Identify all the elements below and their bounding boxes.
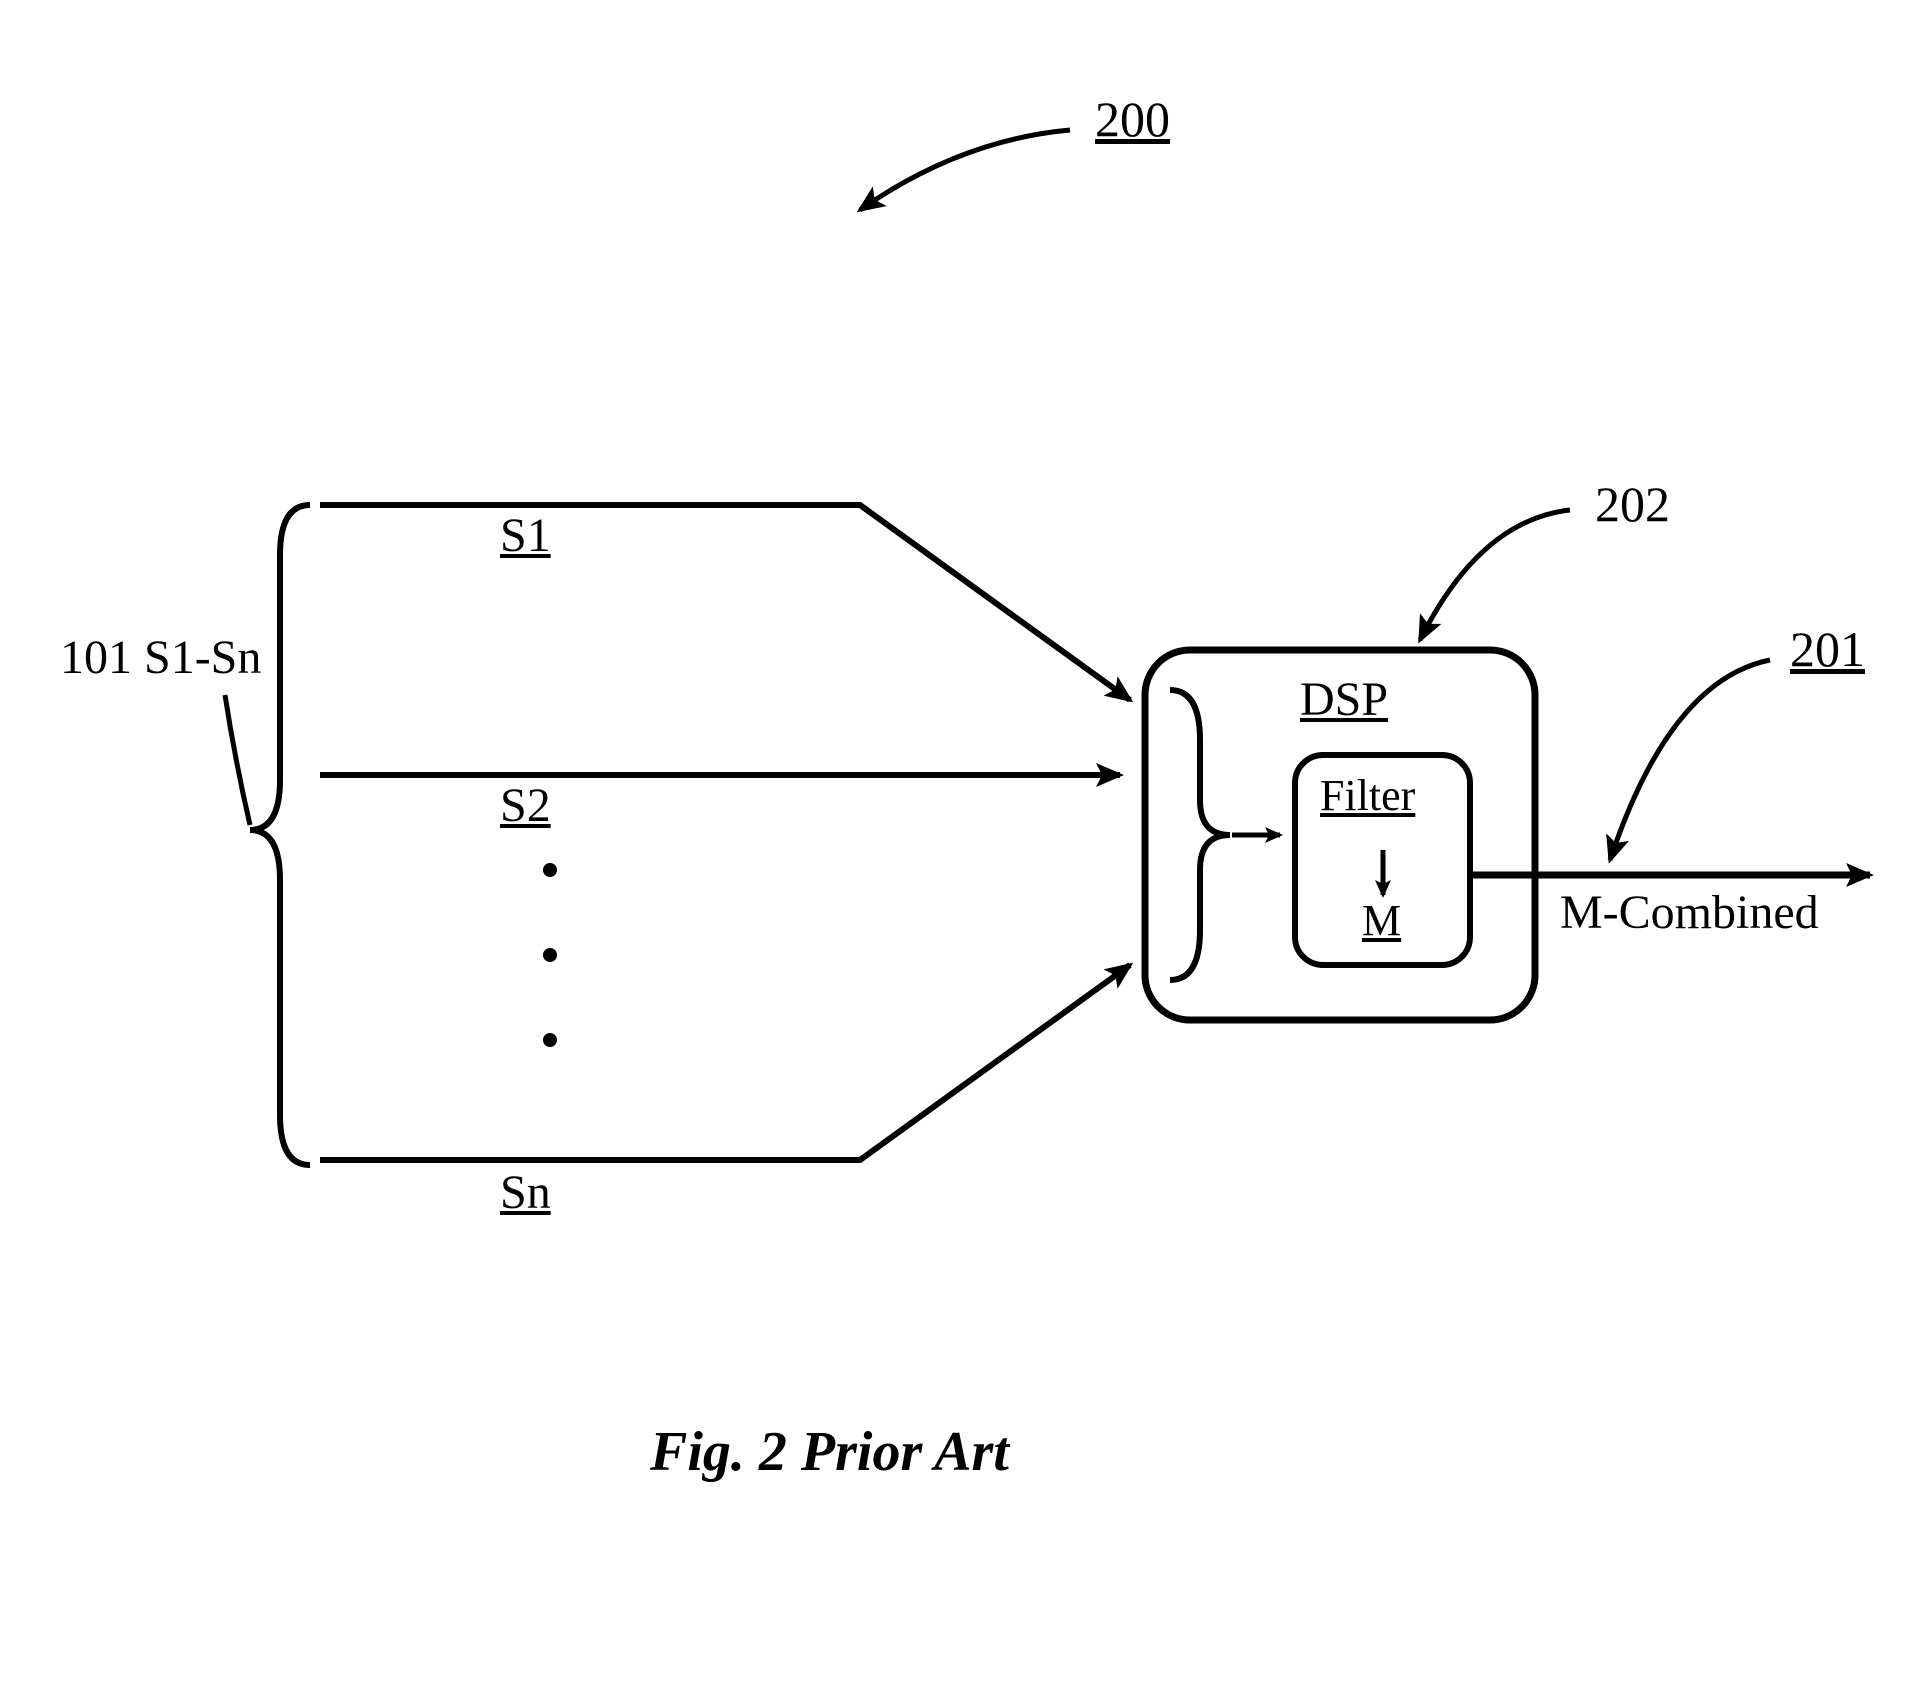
m-label: M	[1362, 895, 1401, 946]
sn-label: Sn	[500, 1165, 551, 1220]
s2-label: S2	[500, 778, 551, 833]
signals-brace	[250, 505, 310, 1165]
filter-label: Filter	[1320, 770, 1415, 821]
sn-line	[320, 965, 1130, 1160]
ref-202-arrow	[1420, 510, 1570, 640]
ref-200-label: 200	[1095, 90, 1170, 148]
ref-200-arrow	[860, 130, 1070, 210]
s1-line	[320, 505, 1130, 700]
ref-201-arrow	[1610, 660, 1770, 860]
diagram-container: 200 101 S1-Sn S1 S2 Sn DSP Filter M 202 …	[0, 0, 1918, 1705]
dsp-label: DSP	[1300, 672, 1388, 727]
figure-caption: Fig. 2 Prior Art	[650, 1420, 1009, 1484]
output-label: M-Combined	[1560, 885, 1819, 940]
signals-group-prefix: 101	[60, 631, 144, 684]
ref-202-label: 202	[1595, 475, 1670, 533]
signals-group-range: S1-Sn	[144, 631, 261, 684]
signals-group-label: 101 S1-Sn	[60, 630, 261, 685]
dsp-inner-brace	[1170, 690, 1230, 980]
s1-label: S1	[500, 508, 551, 563]
ref-201-label: 201	[1790, 620, 1865, 678]
